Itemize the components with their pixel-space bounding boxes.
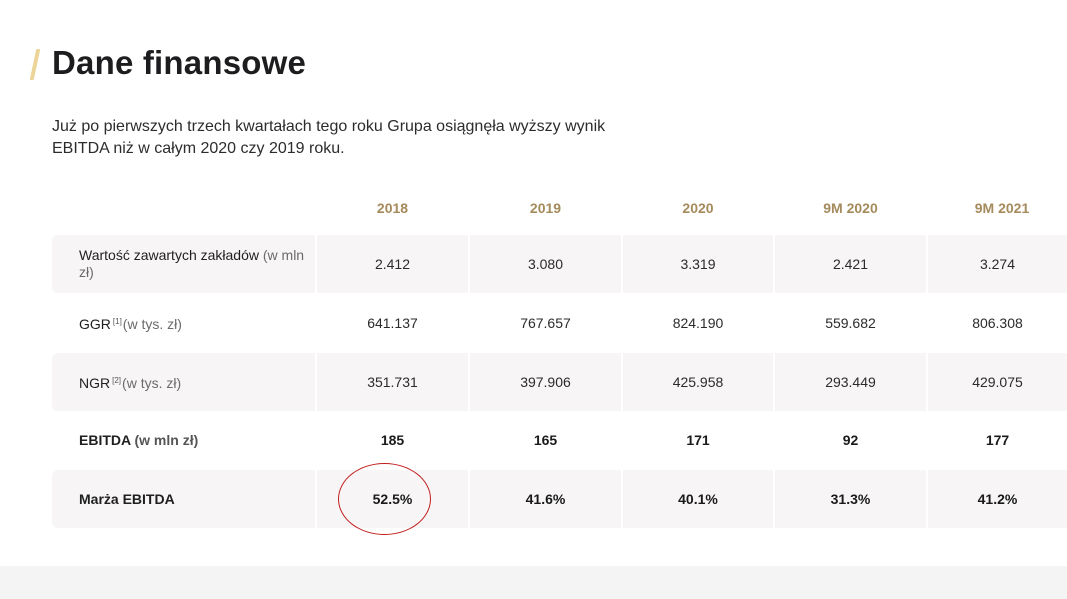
column-header-9m-2020: 9M 2020 — [823, 200, 878, 216]
intro-text: Już po pierwszych trzech kwartałach tego… — [52, 118, 606, 157]
row-label-unit: (w tys. zł) — [122, 316, 182, 332]
table-cell: 351.731 — [317, 353, 468, 411]
table-cell: 185 — [380, 432, 405, 448]
row-label: NGR [2](w tys. zł) — [52, 353, 315, 411]
table-cell: 171 — [686, 432, 710, 448]
row-label: EBITDA (w mln zł) — [52, 411, 315, 469]
table-cell: 293.449 — [775, 353, 926, 411]
column-header-2019: 2019 — [529, 200, 562, 216]
table-cell: 31.3% — [775, 470, 926, 528]
table-cell: 2.421 — [775, 235, 926, 293]
row-label-main: GGR — [79, 316, 111, 332]
table-cell: 429.075 — [928, 353, 1067, 411]
table-row-turnover: Wartość zawartych zakładów (w mln zł) 2.… — [52, 235, 1067, 293]
table-cell: 806.308 — [972, 315, 1023, 331]
footnote-ref[interactable]: [2] — [112, 376, 122, 385]
table-cell: 397.906 — [470, 353, 621, 411]
row-label: Wartość zawartych zakładów (w mln zł) — [52, 235, 315, 293]
row-label-unit: (w mln zł) — [134, 431, 199, 448]
row-label-unit: (w mln zł) — [79, 247, 305, 280]
table-cell: 3.080 — [470, 235, 621, 293]
row-label-unit: (w tys. zł) — [122, 375, 182, 391]
column-header-2020: 2020 — [682, 200, 714, 216]
row-label: GGR [1](w tys. zł) — [52, 294, 315, 352]
row-label-main: Marża EBITDA — [79, 490, 175, 507]
page-bottom-band — [0, 566, 1067, 599]
column-header-9m-2021: 9M 2021 — [974, 200, 1030, 216]
row-label-main: NGR — [79, 375, 111, 391]
page-title: Dane finansowe — [52, 44, 307, 81]
table-cell: 559.682 — [825, 315, 876, 331]
row-label-main: EBITDA — [79, 431, 131, 448]
row-label-main: Wartość zawartych zakładów — [79, 247, 259, 263]
table-row-ggr: GGR [1](w tys. zł) 641.137 767.657 824.19… — [52, 294, 1067, 352]
table-cell: 425.958 — [623, 353, 773, 411]
table-row-ngr: NGR [2](w tys. zł) 351.731 397.906 425.95… — [52, 353, 1067, 411]
footnote-ref[interactable]: [1] — [112, 317, 122, 326]
table-cell: 641.137 — [367, 315, 418, 331]
table-cell: 177 — [985, 432, 1010, 448]
table-cell: 40.1% — [623, 470, 773, 528]
table-cell: 767.657 — [520, 315, 571, 331]
row-label: Marża EBITDA — [52, 470, 315, 528]
table-cell: 3.274 — [928, 235, 1067, 293]
table-cell: 41.6% — [470, 470, 621, 528]
table-row-ebitda-margin: Marża EBITDA 52.5% 41.6% 40.1% 31.3% 41.… — [52, 470, 1067, 528]
table-cell: 52.5% — [317, 470, 468, 528]
title-accent-bar — [29, 49, 41, 80]
table-cell: 824.190 — [672, 315, 724, 331]
table-cell: 41.2% — [928, 470, 1067, 528]
column-header-2018: 2018 — [376, 200, 409, 216]
table-cell: 165 — [533, 432, 558, 448]
table-cell: 2.412 — [317, 235, 468, 293]
table-cell: 92 — [842, 432, 859, 448]
table-cell: 3.319 — [623, 235, 773, 293]
table-row-ebitda: EBITDA (w mln zł) 185 165 171 92 177 — [52, 411, 1067, 469]
